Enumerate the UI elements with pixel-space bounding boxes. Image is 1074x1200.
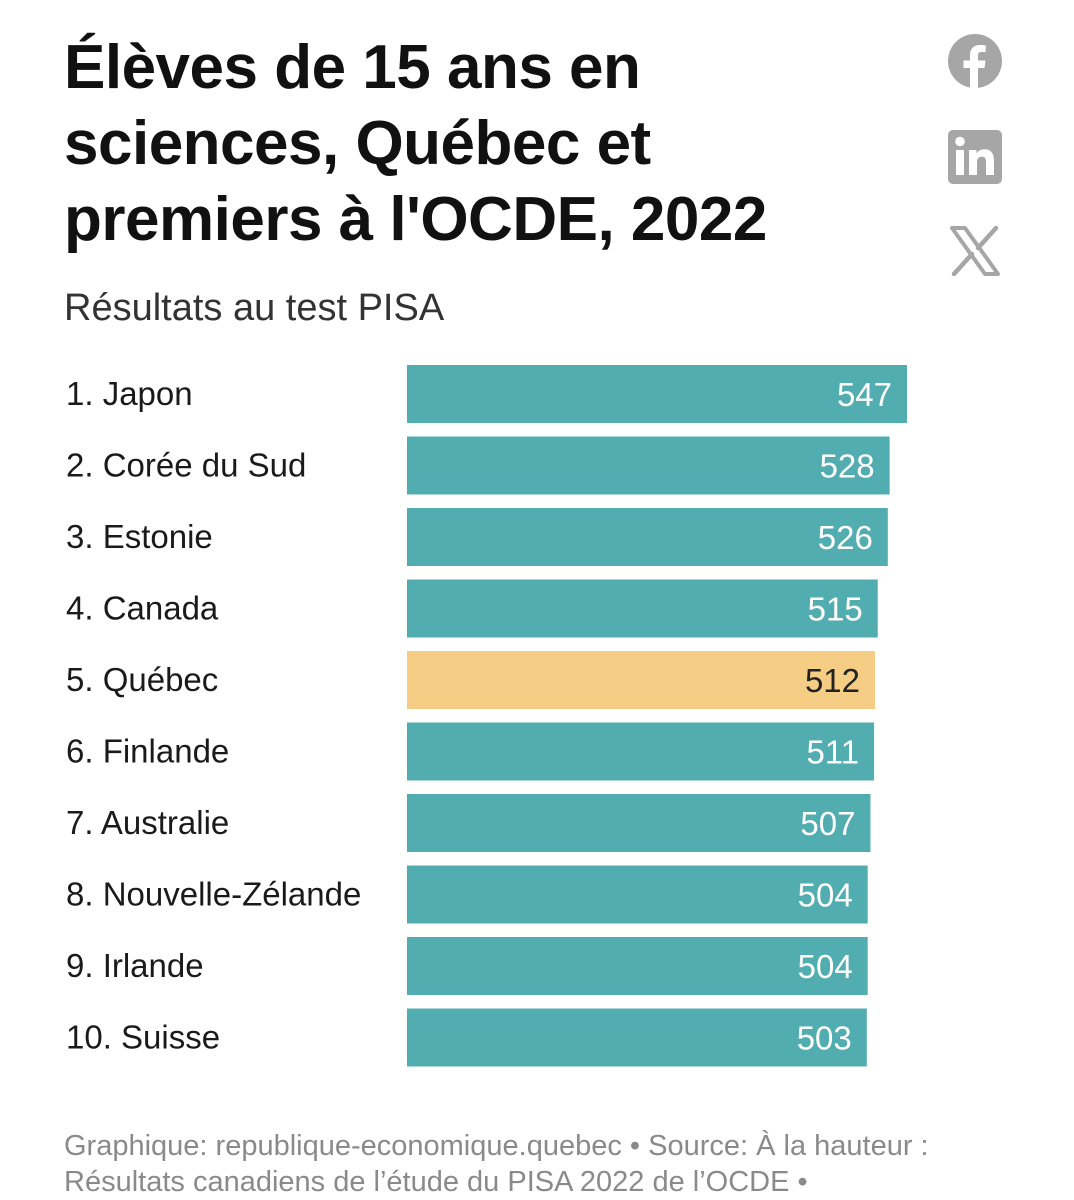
bar-chart: 1. Japon 547 2. Corée du Sud 528 3. Estonie 5… [66, 365, 907, 1067]
category-label: 9. Irlande [66, 947, 204, 984]
category-label: 4. Canada [66, 590, 219, 627]
bar [407, 865, 868, 924]
bar-row: 6. Finlande 511 [66, 722, 875, 781]
bar [407, 436, 890, 495]
share-linkedin-button[interactable] [946, 128, 1004, 186]
bar [407, 1008, 867, 1067]
category-label: 6. Finlande [66, 733, 229, 770]
chart-title: Élèves de 15 ans en sciences, Québec et … [64, 33, 767, 254]
category-label: 5. Québec [66, 661, 218, 698]
bar [407, 508, 888, 566]
bar-row: 9. Irlande 504 [66, 937, 868, 995]
share-facebook-button[interactable] [946, 32, 1004, 90]
bar [407, 579, 878, 638]
bar-row: 10. Suisse 503 [66, 1008, 867, 1067]
bar [407, 794, 871, 852]
category-label: 1. Japon [66, 375, 193, 412]
category-label: 3. Estonie [66, 518, 213, 555]
value-label: 528 [820, 448, 875, 485]
x-icon [950, 226, 1000, 276]
bar-row: 8. Nouvelle-Zélande 504 [66, 865, 868, 924]
category-label: 7. Australie [66, 804, 229, 841]
bar-highlighted [407, 651, 876, 709]
value-label: 512 [805, 662, 860, 699]
value-label: 526 [818, 519, 873, 556]
value-label: 503 [797, 1020, 852, 1057]
facebook-icon [948, 34, 1002, 89]
linkedin-icon [948, 130, 1002, 184]
chart-footer-credits: Graphique: republique-economique.quebec … [64, 1130, 929, 1198]
value-label: 504 [798, 877, 853, 914]
bar-row: 4. Canada 515 [66, 579, 878, 638]
value-label: 515 [808, 591, 863, 628]
bar [407, 722, 875, 781]
value-label: 511 [806, 734, 859, 771]
category-label: 2. Corée du Sud [66, 447, 306, 484]
bar-row: 2. Corée du Sud 528 [66, 436, 890, 495]
bar-row: 7. Australie 507 [66, 794, 871, 852]
value-label: 504 [798, 948, 853, 985]
category-label: 8. Nouvelle-Zélande [66, 876, 361, 913]
bar-row: 3. Estonie 526 [66, 508, 888, 566]
chart-subtitle: Résultats au test PISA [64, 287, 445, 329]
bar [407, 365, 907, 423]
bar [407, 937, 868, 995]
bar-row: 1. Japon 547 [66, 365, 907, 423]
value-label: 547 [837, 376, 892, 413]
value-label: 507 [800, 805, 855, 842]
bar-row: 5. Québec 512 [66, 651, 876, 709]
category-label: 10. Suisse [66, 1019, 220, 1056]
share-x-button[interactable] [946, 222, 1004, 280]
